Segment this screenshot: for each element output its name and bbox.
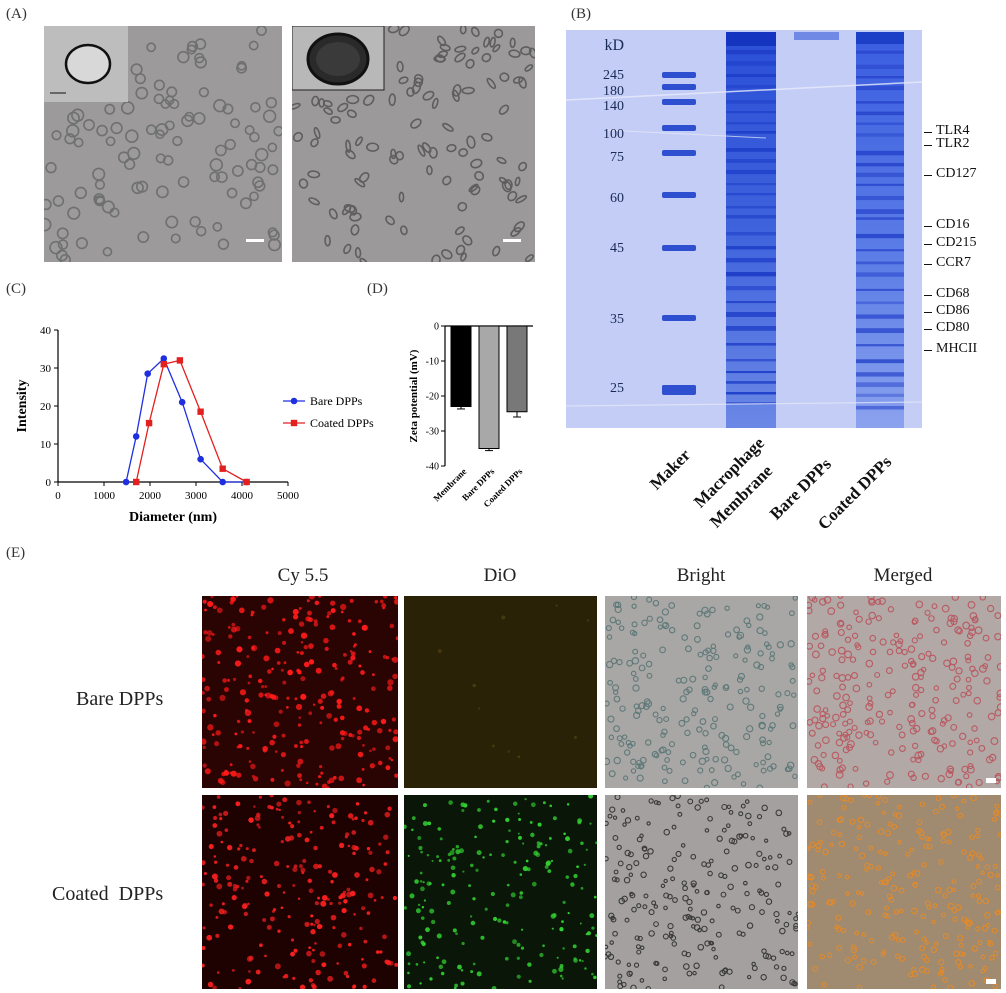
data-point (160, 361, 167, 368)
data-point (144, 370, 151, 377)
data-point (160, 355, 168, 362)
y-axis-label: Zeta potential (mV) (408, 349, 420, 442)
image-bare-dio (404, 596, 597, 788)
col-head-dio: DiO (483, 565, 517, 586)
panel-label-e: (E) (6, 545, 26, 561)
x-tick-label: 0 (55, 490, 61, 502)
y-tick-label: -30 (426, 427, 439, 438)
data-point (122, 478, 130, 486)
marker-cd127: CD127 (936, 166, 977, 181)
lane-label-maker: Maker (646, 445, 695, 494)
image-coated-bright (605, 795, 798, 989)
coated-particles-svg (292, 26, 535, 262)
y-tick-label: -40 (426, 462, 439, 473)
marker-cd68: CD68 (936, 286, 970, 301)
data-point (132, 433, 140, 440)
ladder-140: 140 (603, 99, 624, 114)
legend-label: Coated DPPs (310, 416, 374, 430)
marker-cd86: CD86 (936, 303, 970, 318)
series-line (135, 359, 247, 483)
y-tick-label: -10 (426, 357, 439, 368)
image-coated-dio (404, 795, 597, 989)
scale-bar (986, 778, 996, 783)
series-line (125, 357, 247, 483)
marker-cd215: CD215 (936, 235, 977, 250)
row-head-bare: Bare DPPs (76, 688, 164, 710)
y-tick-label: 0 (434, 322, 439, 333)
x-tick-label: 3000 (185, 490, 208, 502)
marker-mhcii: MHCII (936, 341, 978, 356)
data-point (176, 357, 184, 364)
image-coated-merged (807, 795, 1001, 989)
bar (506, 325, 528, 413)
scale-bar (986, 979, 996, 984)
marker-cd80: CD80 (936, 320, 970, 335)
scale-bar (246, 239, 264, 242)
x-tick-label: 1000 (93, 490, 116, 502)
marker-tlr4: TLR4 (936, 123, 970, 138)
ladder-100: 100 (603, 127, 624, 142)
ladder-245: 245 (603, 68, 624, 83)
y-tick-label: 30 (40, 363, 52, 375)
y-tick-label: 10 (40, 439, 52, 451)
ladder-60: 60 (610, 191, 624, 206)
x-tick-label: 5000 (277, 490, 300, 502)
gel-svg (565, 30, 923, 428)
image-coated-cy55 (202, 795, 398, 989)
data-point (133, 478, 140, 486)
col-head-cy55: Cy 5.5 (277, 565, 329, 586)
y-axis-label: Intensity (15, 380, 30, 433)
data-point (145, 419, 153, 427)
marker-ccr7: CCR7 (936, 255, 972, 270)
data-point (219, 478, 226, 486)
ladder-25: 25 (610, 381, 624, 396)
y-tick-label: 20 (40, 401, 52, 413)
panel-label-a: (A) (6, 6, 27, 22)
micrograph-bare-dpps (44, 26, 282, 262)
panel-label-b: (B) (571, 6, 591, 22)
bar (450, 325, 472, 407)
x-axis-label: Diameter (nm) (129, 510, 217, 525)
image-bare-cy55 (202, 596, 398, 788)
bar (478, 325, 500, 449)
marker-cd16: CD16 (936, 217, 970, 232)
data-point (219, 465, 226, 472)
image-bare-merged (807, 596, 1001, 788)
panel-label-c: (C) (6, 281, 26, 297)
panel-label-d: (D) (367, 281, 388, 297)
micrograph-coated-dpps (292, 26, 535, 262)
ladder-45: 45 (610, 241, 624, 256)
data-point (197, 408, 204, 415)
y-tick-label: 40 (40, 325, 52, 337)
data-point (197, 455, 204, 463)
y-tick-label: -20 (426, 392, 439, 403)
ladder-75: 75 (610, 150, 624, 165)
x-tick-label: 4000 (231, 490, 254, 502)
image-bare-bright (605, 596, 798, 788)
marker-tlr2: TLR2 (936, 136, 970, 151)
scale-bar (503, 239, 521, 242)
x-tick-label: 2000 (139, 490, 162, 502)
legend-marker (290, 397, 298, 405)
col-head-bright: Bright (676, 565, 726, 586)
kd-unit: kD (604, 37, 624, 54)
size-distribution-chart: 0 1000 2000 3000 4000 5000 0 10 20 30 40 Diameter (… (15, 325, 374, 525)
bare-particles-svg (44, 26, 282, 262)
data-point (243, 478, 250, 486)
ladder-180: 180 (603, 84, 624, 99)
data-point (178, 398, 186, 406)
row-head-coated: Coated DPPs (52, 883, 164, 905)
ladder-35: 35 (610, 312, 624, 327)
legend-label: Bare DPPs (310, 394, 363, 408)
col-head-merged: Merged (873, 565, 933, 586)
legend-marker (290, 419, 298, 427)
sds-page-gel (565, 30, 923, 428)
y-tick-label: 0 (46, 477, 52, 489)
